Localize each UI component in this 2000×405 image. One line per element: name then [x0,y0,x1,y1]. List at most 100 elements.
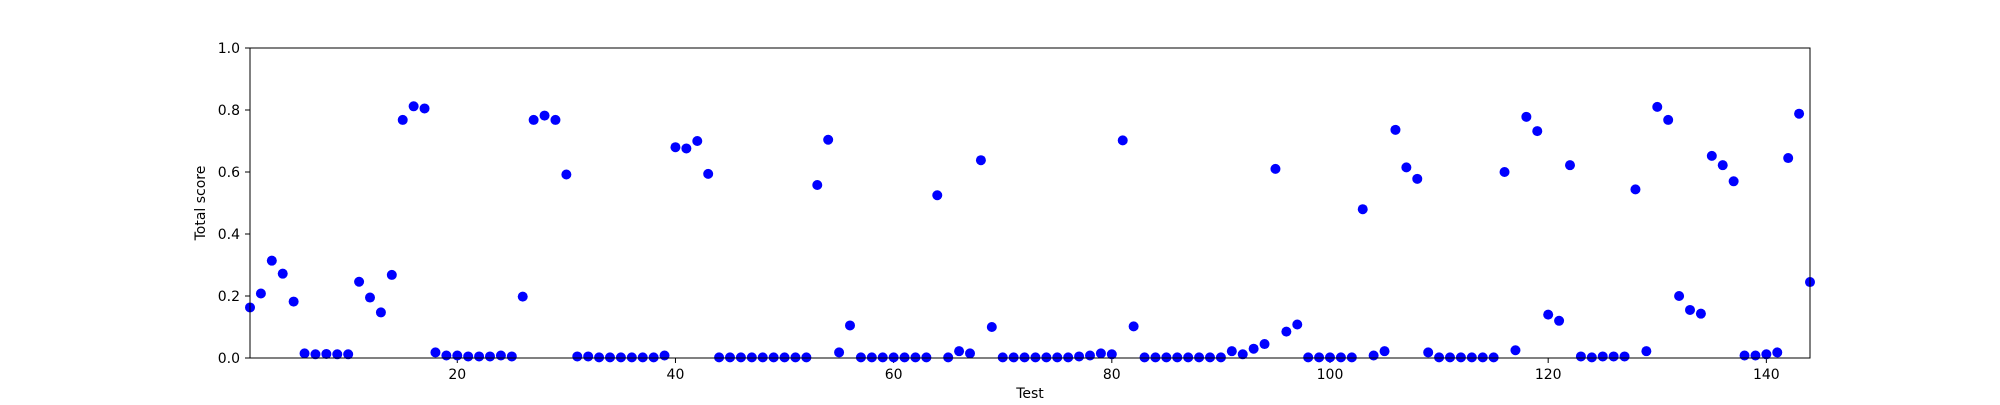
data-point [1750,350,1761,361]
data-point [812,180,823,191]
data-point [550,114,561,125]
data-point [332,349,343,360]
y-tick-label: 0.0 [218,351,240,367]
data-point [277,268,288,279]
data-point [1139,352,1150,363]
data-point [834,347,845,358]
data-point [1117,135,1128,146]
data-point [1401,162,1412,173]
data-point [986,322,997,332]
data-point [1532,126,1543,137]
data-point [1641,346,1652,357]
data-point [572,351,583,362]
data-point [1248,343,1259,354]
data-point [779,352,790,363]
data-point [1128,321,1139,332]
data-point [1477,352,1488,363]
data-point [823,134,834,145]
data-point [343,349,354,360]
data-point [266,255,277,266]
data-point [1695,308,1706,319]
data-point [1521,111,1532,122]
data-point [386,269,397,280]
data-point [1575,351,1586,362]
data-point [1183,352,1194,363]
data-point [1292,319,1303,330]
data-point [1052,352,1063,363]
data-point [888,352,899,363]
data-point [1215,352,1226,363]
data-point [1499,167,1510,177]
data-point [877,352,888,363]
data-point [397,114,408,125]
data-point [1150,352,1161,363]
data-point [1205,352,1215,363]
data-point [506,351,517,362]
data-point [408,101,419,112]
data-point [932,190,943,201]
data-point [441,350,452,361]
data-point [1019,352,1030,363]
data-point [474,351,485,362]
data-point [997,352,1008,363]
data-point [1074,351,1085,362]
data-point [1095,348,1106,359]
x-tick-label: 80 [1103,367,1121,383]
data-point [1630,184,1641,195]
x-tick-label: 120 [1535,367,1562,383]
data-point [1281,326,1292,337]
data-point [255,288,266,299]
data-point [1783,153,1794,164]
data-point [801,352,812,363]
data-point [485,351,495,362]
data-point [288,296,299,307]
data-point [1259,339,1270,350]
data-point [1063,352,1074,363]
data-point [670,142,681,153]
data-point [1674,291,1685,301]
data-point [1412,173,1423,184]
data-point [1543,309,1554,320]
data-points [245,101,1815,363]
data-point [757,352,768,363]
data-point [1706,150,1717,161]
data-point [1368,350,1379,361]
data-point [561,169,572,180]
data-point [1685,304,1695,315]
data-point [1106,349,1117,360]
data-point [1455,352,1466,363]
data-point [1586,352,1597,363]
y-tick-label: 0.8 [218,103,240,119]
data-point [703,168,714,179]
data-point [1717,160,1728,171]
data-point [528,114,539,125]
x-tick-label: 40 [667,367,685,383]
data-point [539,110,550,121]
data-point [1237,349,1248,360]
data-point [659,350,670,361]
data-point [735,352,746,363]
data-point [965,348,975,359]
data-point [910,352,921,363]
data-point [1423,347,1434,358]
data-point [463,351,474,362]
data-point [1739,350,1750,361]
data-point [1728,176,1739,187]
data-point [452,350,463,361]
data-point [583,351,594,362]
data-point [419,103,430,114]
data-point [648,352,659,363]
data-point [430,347,441,358]
data-point [1314,352,1325,363]
data-point [615,352,626,363]
plot-border [249,47,1811,359]
x-tick-label: 140 [1753,367,1780,383]
data-point [855,352,866,363]
data-point [1335,352,1346,363]
data-point [310,349,321,360]
data-point [1270,163,1281,174]
data-point [1379,346,1390,357]
data-point [692,136,703,146]
